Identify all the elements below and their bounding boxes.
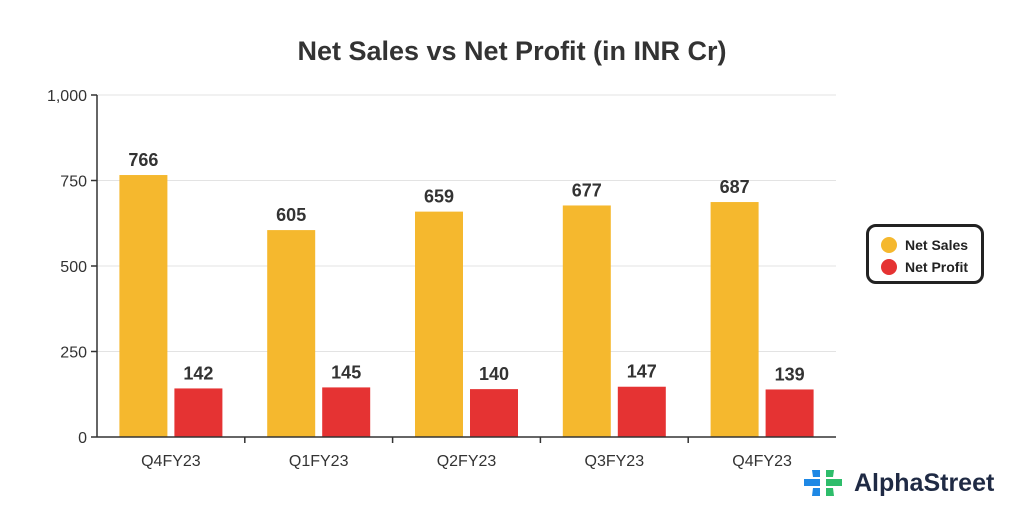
bar-net-sales [710,202,759,437]
net-sales-swatch [881,237,897,253]
y-tick-label: 500 [60,259,87,276]
bar-net-profit [174,388,223,437]
data-label: 140 [479,364,509,384]
x-tick-label: Q3FY23 [585,453,645,470]
x-tick-label: Q4FY23 [732,453,792,470]
bar-net-sales [415,211,463,437]
legend-item-net-sales: Net Sales [881,234,981,256]
brand-name: AlphaStreet [854,468,995,497]
x-axis: Q4FY23 Q1FY23 Q2FY23 Q3FY23 Q4FY23 [97,436,836,470]
brand-logo: AlphaStreet [802,466,994,500]
bar-net-sales [267,230,316,437]
bars: 766 142 605 145 659 140 677 147 687 139 [119,150,814,437]
bar-net-sales [119,175,168,437]
bar-net-profit [322,387,371,437]
net-profit-swatch [881,259,897,275]
chart-title: Net Sales vs Net Profit (in INR Cr) [297,36,726,66]
data-label: 677 [572,180,602,200]
data-label: 766 [128,150,158,170]
x-tick-label: Q4FY23 [141,453,201,470]
data-label: 605 [276,205,306,225]
y-tick-label: 0 [78,430,87,447]
legend-label: Net Profit [905,259,968,275]
alphastreet-logo-icon [804,470,842,496]
bar-net-profit [765,389,814,437]
bar-net-profit [470,389,518,437]
bar-net-sales [562,205,611,437]
data-label: 139 [775,364,805,384]
x-tick-label: Q1FY23 [289,453,349,470]
legend-item-net-profit: Net Profit [881,256,981,278]
legend: Net Sales Net Profit [866,224,984,284]
data-label: 142 [183,363,213,383]
data-label: 687 [720,177,750,197]
y-axis: 0 250 500 750 1,000 [47,88,98,447]
y-tick-label: 750 [60,174,87,191]
legend-label: Net Sales [905,237,969,253]
y-tick-label: 250 [60,345,87,362]
y-tick-label: 1,000 [47,88,87,105]
data-label: 145 [331,362,361,382]
data-label: 147 [627,362,657,382]
bar-net-profit [617,386,666,437]
data-label: 659 [424,187,454,207]
x-tick-label: Q2FY23 [437,453,497,470]
